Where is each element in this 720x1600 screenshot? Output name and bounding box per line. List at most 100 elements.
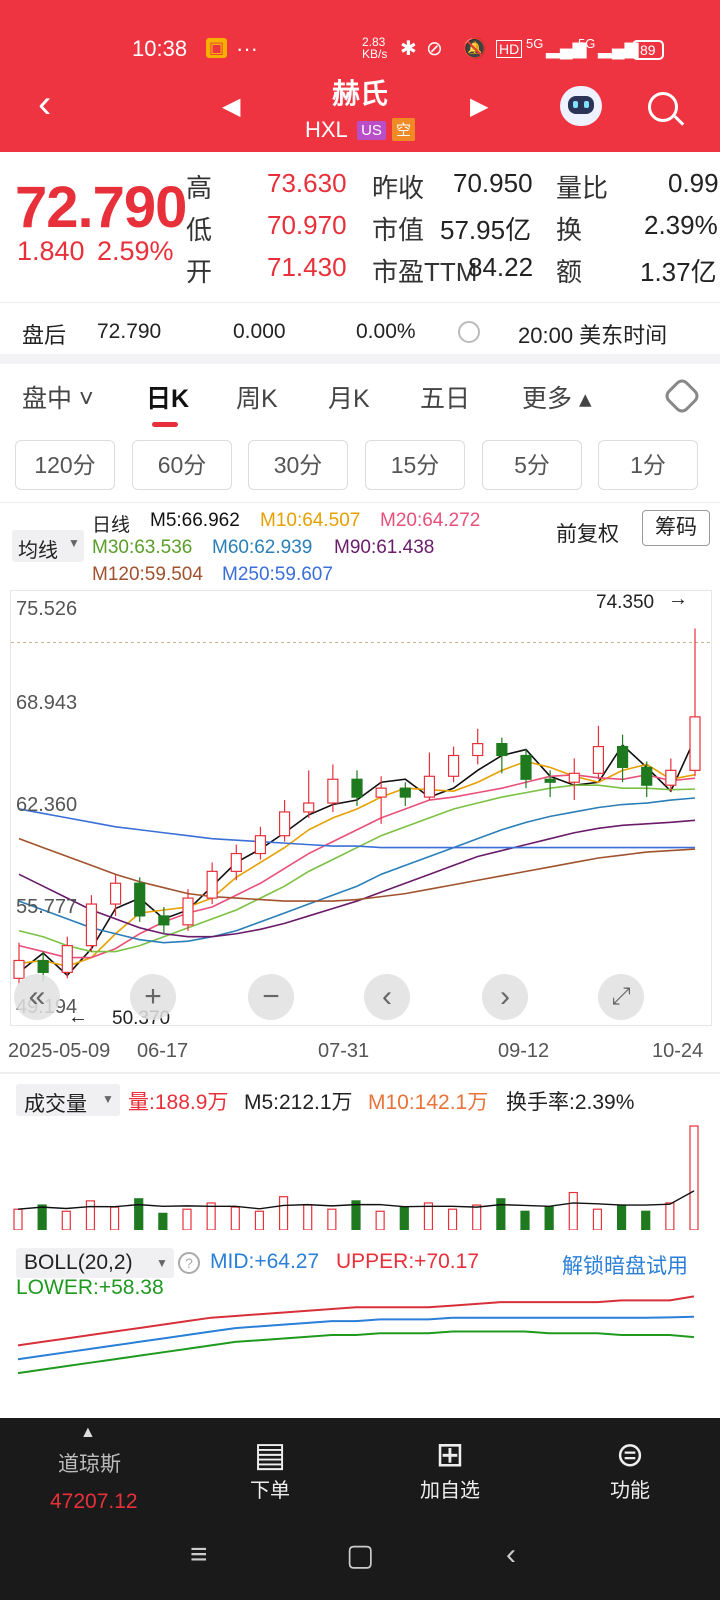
pill-120min[interactable]: 120分 — [15, 440, 115, 490]
volume-bar — [109, 1206, 120, 1230]
y-tick-2: 68.943 — [16, 692, 78, 714]
volume-ma-line — [17, 1190, 695, 1210]
next-stock-icon[interactable]: ▶ — [470, 93, 489, 120]
scroll-left-button[interactable]: ‹ — [364, 974, 410, 1020]
stock-name: 赫氏 — [331, 78, 388, 109]
order-button[interactable]: ▤ 下单 — [210, 1436, 330, 1503]
after-hours-change: 0.000 — [233, 320, 286, 343]
ma120-label: M120:59.504 — [92, 564, 203, 585]
open-value: 71.430 — [267, 252, 347, 282]
candle-body — [230, 852, 242, 872]
pill-5min[interactable]: 5分 — [482, 440, 582, 490]
price-change: 1.840 — [17, 236, 85, 266]
volume-bar — [13, 1208, 23, 1230]
recent-apps-icon[interactable]: ≡ — [190, 1538, 208, 1571]
zoom-out-button[interactable]: − — [248, 974, 294, 1020]
candle-body — [592, 745, 605, 774]
boll-selector[interactable]: BOLL(20,2) ▼ — [16, 1248, 174, 1278]
scroll-start-button[interactable]: « — [14, 974, 60, 1020]
volume-bar — [254, 1210, 265, 1230]
pill-30min[interactable]: 30分 — [248, 440, 348, 490]
volume-bar — [230, 1206, 240, 1230]
volume-bar — [496, 1198, 506, 1230]
tab-more[interactable]: 更多 ▴ — [522, 385, 592, 413]
expand-up-icon[interactable]: ▲ — [80, 1424, 96, 1441]
tab-daily-k[interactable]: 日K — [146, 385, 190, 413]
amount-label: 额 — [556, 257, 583, 287]
prev-stock-icon[interactable]: ◀ — [222, 93, 241, 120]
candle-body — [351, 778, 363, 798]
last-price: 72.790 — [15, 175, 187, 240]
unlock-dark-pool-link[interactable]: 解锁暗盘试用 — [562, 1255, 688, 1278]
ma-line-m30 — [18, 784, 696, 953]
candle-body — [158, 915, 170, 926]
candle-body — [37, 959, 49, 973]
low-label: 低 — [186, 215, 213, 245]
pill-15min[interactable]: 15分 — [365, 440, 465, 490]
pill-60min[interactable]: 60分 — [132, 440, 232, 490]
x-tick-1: 2025-05-09 — [8, 1040, 111, 1062]
ma-line-m10 — [18, 760, 696, 968]
candle-body — [496, 743, 508, 757]
tab-monthly-k[interactable]: 月K — [328, 385, 370, 413]
chip-button[interactable]: 筹码 — [642, 510, 710, 546]
candle-body — [616, 745, 629, 768]
signal-icon-1: ▂▄▆ — [546, 38, 587, 58]
status-time: 10:38 — [132, 36, 188, 61]
candle-body — [689, 716, 701, 771]
add-watchlist-button[interactable]: ⊞ 加自选 — [390, 1436, 510, 1503]
help-icon[interactable]: ? — [178, 1252, 200, 1274]
pe-value: 84.22 — [468, 252, 534, 282]
ma90-label: M90:61.438 — [334, 537, 435, 558]
volume-bar — [158, 1212, 168, 1230]
index-name[interactable]: 道琼斯 — [58, 1453, 121, 1476]
tab-five-day[interactable]: 五日 — [420, 385, 471, 413]
tab-intraday[interactable]: 盘中 ˅ — [22, 385, 94, 413]
robot-assistant-icon[interactable] — [560, 86, 602, 126]
candle-body — [447, 754, 460, 777]
adjust-label[interactable]: 前复权 — [556, 523, 619, 546]
volume-bar — [568, 1191, 578, 1230]
settings-icon[interactable] — [662, 376, 702, 416]
max-price-label: 74.350 — [596, 592, 655, 613]
network-5g-1: 5G — [526, 36, 544, 51]
home-icon[interactable]: ▢ — [346, 1539, 375, 1572]
fullscreen-button[interactable]: ⤢ — [598, 974, 644, 1020]
ma-selector[interactable]: 均线 ▼ — [12, 530, 84, 562]
section-separator — [0, 354, 720, 364]
divider — [0, 502, 720, 503]
boll-chart — [17, 1295, 695, 1375]
zoom-in-button[interactable]: + — [130, 974, 176, 1020]
vol-ratio-value: 0.99 — [668, 168, 719, 198]
market-tag: US — [357, 121, 386, 140]
system-back-icon[interactable]: ‹ — [506, 1538, 516, 1571]
kline-chart[interactable] — [10, 590, 712, 1026]
functions-button[interactable]: ⊜ 功能 — [570, 1436, 690, 1503]
high-value: 73.630 — [267, 168, 347, 198]
ma5-label: M5:66.962 — [150, 510, 240, 531]
volume-bar — [375, 1210, 385, 1230]
vol-ratio-label: 量比 — [556, 173, 609, 203]
mktcap-label: 市值 — [372, 215, 425, 245]
search-icon[interactable] — [648, 92, 685, 126]
volume-selector[interactable]: 成交量 ▼ — [16, 1084, 120, 1116]
pe-label: 市盈TTM — [372, 257, 478, 287]
hd-icon: HD — [496, 40, 523, 58]
candle-body — [134, 882, 146, 917]
back-icon[interactable]: ‹ — [38, 82, 52, 126]
kline-svg — [11, 628, 711, 985]
signal-icon-2: ▂▄▆ — [598, 38, 639, 58]
min-arrow-icon: ← — [68, 1006, 88, 1028]
scroll-right-button[interactable]: › — [482, 974, 528, 1020]
volume-current: 量:188.9万 — [128, 1091, 229, 1114]
ma60-label: M60:62.939 — [212, 537, 313, 558]
volume-bar — [423, 1202, 434, 1230]
ticker: HXL — [304, 117, 347, 142]
open-label: 开 — [186, 257, 213, 287]
volume-bar — [327, 1208, 337, 1230]
pill-1min[interactable]: 1分 — [598, 440, 698, 490]
candle-body — [472, 743, 484, 757]
tab-weekly-k[interactable]: 周K — [236, 385, 278, 413]
volume-bar — [37, 1204, 47, 1230]
volume-bar — [616, 1204, 627, 1230]
